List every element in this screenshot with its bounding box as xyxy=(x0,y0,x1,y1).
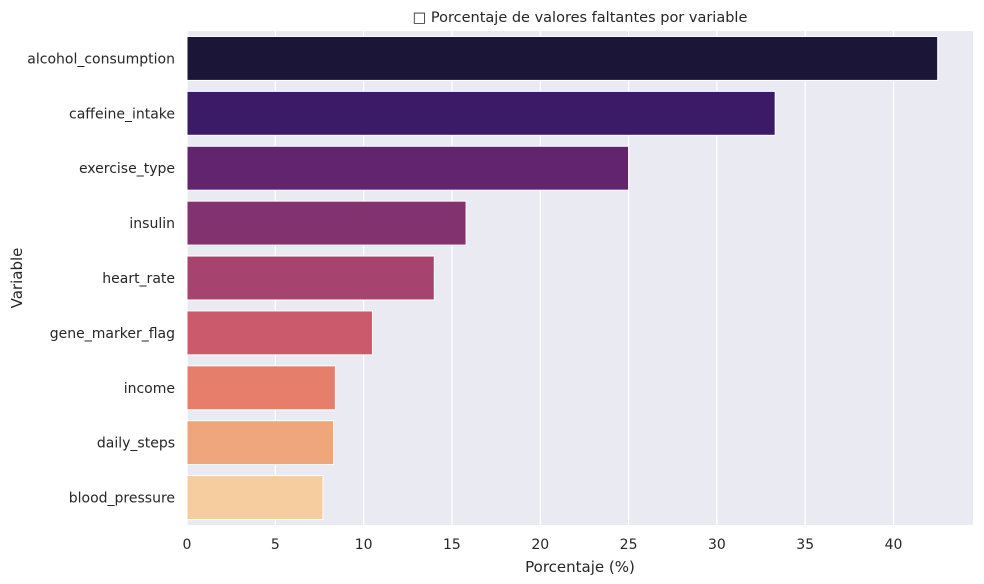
bar-income xyxy=(186,365,336,411)
bar-heart-rate xyxy=(186,255,435,301)
bar-blood-pressure xyxy=(186,475,324,521)
y-tick-label: blood_pressure xyxy=(69,491,175,507)
x-tick-label: 5 xyxy=(271,537,280,553)
y-tick-label: exercise_type xyxy=(79,161,175,177)
bar-caffeine-intake xyxy=(186,90,776,136)
y-tick-label: insulin xyxy=(129,216,175,232)
bar-exercise-type xyxy=(186,145,630,191)
y-tick-label: income xyxy=(124,381,175,397)
chart-title: □ Porcentaje de valores faltantes por va… xyxy=(413,10,748,26)
bar-insulin xyxy=(186,200,467,246)
x-tick-label: 0 xyxy=(183,537,192,553)
y-tick-labels: alcohol_consumption caffeine_intakeexerci… xyxy=(27,51,175,506)
bar-daily-steps xyxy=(186,420,335,466)
x-tick-label: 30 xyxy=(708,537,726,553)
y-tick-label: gene_marker_flag xyxy=(50,326,175,342)
x-tick-label: 20 xyxy=(531,537,549,553)
bars xyxy=(186,35,939,521)
x-tick-label: 35 xyxy=(796,537,814,553)
x-tick-label: 25 xyxy=(620,537,638,553)
y-axis-label: Variable xyxy=(8,248,26,309)
x-tick-label: 10 xyxy=(355,537,373,553)
bar-gene-marker-flag xyxy=(186,310,373,356)
x-axis-label: Porcentaje (%) xyxy=(525,558,635,576)
y-tick-label: daily_steps xyxy=(97,436,175,452)
y-tick-label: caffeine_intake xyxy=(69,106,175,122)
x-tick-labels: 0 5 10 15 20 25 30 35 40 xyxy=(183,537,903,553)
x-tick-label: 40 xyxy=(885,537,903,553)
y-tick-label: alcohol_consumption xyxy=(27,51,175,67)
x-tick-label: 15 xyxy=(443,537,461,553)
bar-alcohol-consumption xyxy=(186,35,939,81)
y-tick-label: heart_rate xyxy=(102,271,175,287)
